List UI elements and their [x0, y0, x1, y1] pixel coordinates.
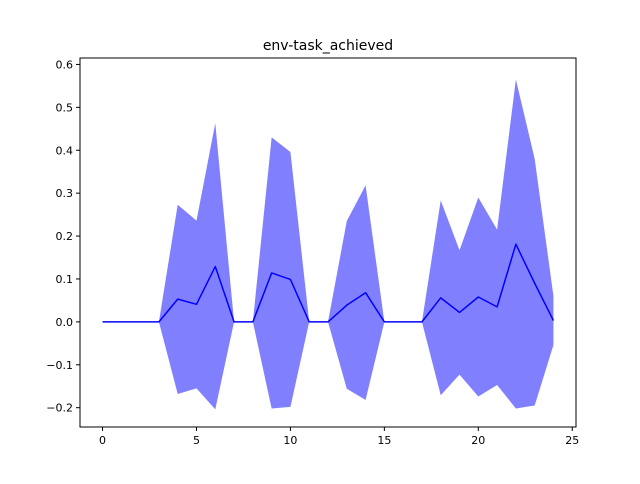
- y-tick-label: 0.0: [56, 316, 74, 329]
- y-tick-label: 0.5: [56, 101, 74, 114]
- y-tick-label: 0.1: [56, 273, 74, 286]
- y-tick-label: 0.6: [56, 58, 74, 71]
- line-layer: [102, 243, 555, 323]
- mean-line: [102, 243, 555, 323]
- axes-frame: [79, 57, 577, 428]
- y-tick-label: −0.1: [46, 359, 73, 372]
- y-tick-label: −0.2: [46, 402, 73, 415]
- x-tick-label: 10: [283, 434, 297, 447]
- y-tick-label: 0.3: [56, 187, 74, 200]
- axes-layer: [79, 57, 577, 428]
- x-tick-label: 0: [99, 434, 106, 447]
- x-tick-label: 25: [565, 434, 579, 447]
- band-layer: [102, 79, 554, 410]
- y-tick-label: 0.4: [56, 144, 74, 157]
- confidence-band: [102, 79, 554, 410]
- ticks-layer: 0 5 10 15 20 25 −0.2 −0.1 0.0 0.1 0.2 0.3 0.4 0.5 0.6: [46, 58, 579, 447]
- x-tick-label: 20: [471, 434, 485, 447]
- x-tick-label: 15: [377, 434, 391, 447]
- x-tick-label: 5: [193, 434, 200, 447]
- y-tick-label: 0.2: [56, 230, 74, 243]
- chart-title: env-task_achieved: [263, 38, 393, 54]
